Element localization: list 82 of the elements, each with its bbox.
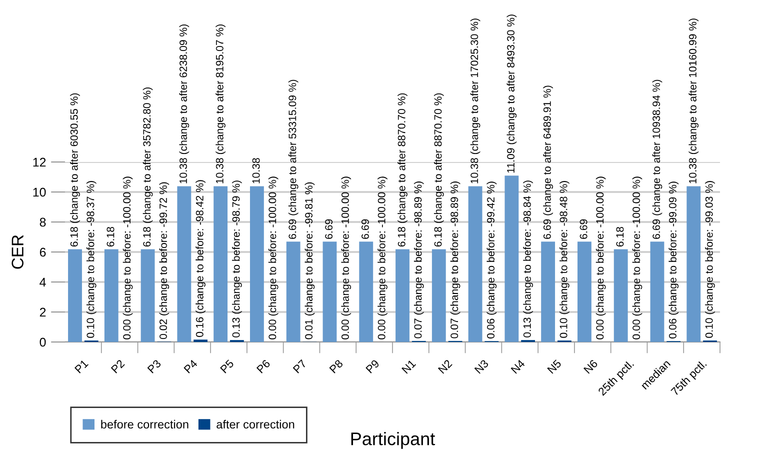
data-label: 0.16 (change to before: -98.42 %) [196,180,206,337]
data-label: 6.69 [580,219,588,239]
x-tick-label: P9 [366,359,380,374]
data-label: 10.38 (change to after 10160.99 %) [688,18,699,184]
x-tick-label: P7 [292,359,307,374]
data-label: 0.06 (change to before: -99.42 %) [486,182,497,338]
data-label: 0.00 (change to before: -100.00 %) [596,176,606,340]
x-tick-label: N5 [547,359,562,374]
bar [541,242,556,342]
y-tick-label: 0 [40,338,46,347]
bar [68,249,82,342]
y-axis-title: CER [12,235,24,269]
x-tick-label: P4 [184,359,198,374]
bar [214,186,228,342]
bar [686,186,701,342]
bar [504,176,519,342]
data-label: 0.00 (change to before: -100.00 %) [268,176,278,340]
x-tick-label: 75th pctl. [670,359,708,398]
data-label: 6.69 (change to after 53315.09 %) [288,80,298,239]
data-label: 6.69 [325,219,333,239]
bar [468,186,482,342]
bar [322,242,337,342]
bar [577,242,592,342]
data-label: 0.13 (change to before: -98.79 %) [232,180,242,338]
data-label: 0.00 (change to before: -100.00 %) [378,176,388,340]
bar [177,186,192,342]
x-tick-label: P5 [220,359,234,374]
data-label: 6.18 (change to after 35782.80 %) [142,88,153,247]
x-tick-label: P8 [329,359,344,374]
data-label: 10.38 (change to after 8195.07 %) [216,24,226,184]
y-tick-label: 10 [33,188,46,197]
bar [140,249,155,342]
y-tick-label: 8 [40,218,46,227]
x-tick-label: P3 [147,359,162,374]
x-tick-label: P2 [110,359,125,374]
x-tick-label: P6 [256,359,271,374]
y-tick-label: 12 [33,158,46,167]
legend-label: after correction [216,420,294,429]
legend-label: before correction [101,420,188,429]
bar [650,242,664,342]
x-tick-label: N2 [438,359,452,374]
data-label: 0.02 (change to before: -99.72 %) [159,182,170,340]
data-label: 10.38 (change to after 6238.09 %) [179,24,190,184]
bar [250,186,264,342]
x-tick-label: N1 [402,359,416,374]
data-label: 0.01 (change to before: -99.81 %) [304,182,315,340]
bar [614,249,628,342]
data-label: 10.38 (change to after 17025.30 %) [470,18,480,184]
data-label: 6.69 (change to after 10938.94 %) [652,80,662,239]
data-label: 0.00 (change to before: -100.00 %) [632,176,642,340]
data-label: 6.18 (change to after 8870.70 %) [434,93,444,247]
x-tick-label: 25th pctl. [598,359,636,398]
bar [104,249,118,342]
bar [432,249,446,342]
y-tick-label: 4 [40,278,46,287]
data-label: 0.00 (change to before: -100.00 %) [341,176,352,340]
data-label: 0.10 (change to before: -98.48 %) [560,181,570,338]
data-label: 10.38 [252,158,260,184]
bar [286,242,300,342]
x-tick-label: P1 [74,359,89,374]
x-tick-label: N3 [474,359,489,374]
data-label: 0.00 (change to before: -100.00 %) [122,176,133,340]
data-label: 6.18 [106,226,114,247]
y-tick-label: 2 [40,308,46,317]
data-label: 0.07 (change to before: -98.89 %) [450,182,460,338]
data-label: 0.10 (change to before: -99.03 %) [705,181,715,338]
y-tick-label: 6 [40,248,46,257]
data-label: 0.13 (change to before: -98.84 %) [523,180,533,338]
bar [396,249,410,342]
data-label: 0.06 (change to before: -99.09 %) [668,182,679,338]
data-label: 6.18 [616,226,624,247]
bar [359,242,374,342]
x-axis-title: Participant [351,432,436,449]
x-tick-label: N4 [510,359,526,374]
data-label: 11.09 (change to after 8493.30 %) [506,14,517,173]
data-label: 6.69 (change to after 6489.91 %) [543,86,553,239]
data-label: 6.18 (change to after 8870.70 %) [398,93,408,247]
data-label: 0.10 (change to before: -98.37 %) [86,181,96,338]
data-label: 0.07 (change to before: -98.89 %) [414,182,424,338]
data-label: 6.18 (change to after 6030.55 %) [70,93,80,247]
data-label: 6.69 [361,219,369,239]
x-tick-label: N6 [583,359,598,374]
